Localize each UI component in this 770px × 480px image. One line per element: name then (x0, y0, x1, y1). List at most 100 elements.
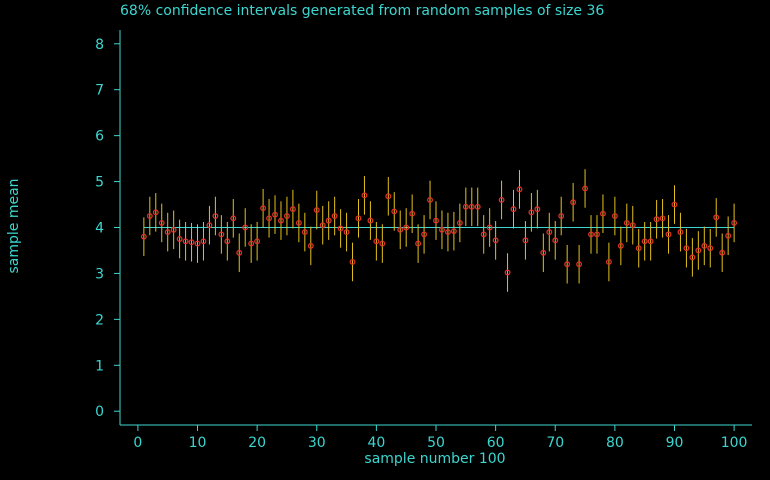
sample-mean-point (456, 219, 463, 226)
x-tick-label: 50 (427, 435, 445, 451)
sample-mean-point (468, 203, 475, 210)
sample-mean-point (576, 261, 583, 268)
sample-mean-point (230, 215, 237, 222)
sample-mean-point (337, 225, 344, 232)
sample-mean-point (659, 215, 666, 222)
sample-mean-point (283, 213, 290, 219)
x-tick-label: 30 (308, 435, 326, 451)
y-tick-label: 3 (95, 266, 104, 282)
x-tick-label: 20 (248, 435, 266, 451)
sample-mean-point (301, 229, 308, 236)
sample-mean-point (343, 229, 350, 236)
sample-mean-point (498, 196, 505, 203)
sample-mean-point (623, 219, 630, 226)
sample-mean-point (260, 205, 267, 212)
sample-mean-point (653, 216, 660, 223)
sample-mean-point (731, 219, 738, 226)
sample-mean-point (707, 245, 714, 252)
sample-mean-point (665, 231, 672, 238)
x-tick-label: 100 (721, 435, 748, 451)
sample-mean-point (605, 258, 612, 265)
sample-mean-point (558, 213, 565, 219)
sample-mean-point (278, 217, 284, 224)
sample-mean-point (349, 258, 356, 265)
sample-mean-point (695, 247, 702, 254)
sample-mean-point (725, 232, 732, 239)
x-tick-label: 80 (606, 435, 624, 451)
sample-mean-point (146, 213, 153, 219)
interval-series (143, 169, 735, 292)
sample-mean-point (588, 231, 594, 238)
y-tick-label: 4 (95, 221, 104, 237)
sample-mean-point (403, 224, 410, 231)
sample-mean-point (182, 238, 189, 245)
sample-mean-point (391, 208, 398, 215)
sample-mean-point (480, 231, 487, 238)
sample-mean-point (570, 199, 577, 206)
sample-mean-point (671, 201, 678, 208)
sample-mean-point (510, 206, 517, 213)
sample-mean-point (331, 213, 338, 219)
x-tick-label: 40 (367, 435, 385, 451)
sample-mean-point (361, 192, 368, 199)
x-tick-label: 10 (189, 435, 207, 451)
sample-mean-point (236, 249, 243, 256)
sample-mean-point (546, 229, 553, 236)
sample-mean-point (397, 226, 404, 233)
sample-mean-point (272, 211, 278, 218)
y-tick-label: 1 (95, 358, 104, 374)
sample-mean-point (367, 217, 374, 224)
sample-mean-point (206, 222, 213, 229)
sample-mean-point (248, 240, 255, 247)
y-tick-label: 6 (95, 129, 104, 145)
sample-mean-point (295, 219, 302, 226)
sample-mean-point (307, 242, 314, 249)
x-tick-label: 0 (133, 435, 142, 451)
sample-mean-point (319, 222, 326, 229)
sample-mean-point (564, 261, 571, 268)
sample-mean-point (444, 229, 451, 236)
x-tick-label: 60 (487, 435, 505, 451)
sample-mean-point (433, 217, 439, 224)
sample-mean-point (266, 215, 273, 222)
sample-mean-point (194, 240, 201, 247)
sample-mean-point (439, 226, 445, 233)
sample-mean-point (462, 203, 469, 210)
chart-title: 68% confidence intervals generated from … (120, 3, 604, 19)
sample-mean-point (140, 233, 147, 240)
sample-mean-point (158, 219, 165, 226)
sample-mean-point (474, 203, 481, 210)
sample-mean-point (641, 238, 648, 245)
sample-mean-point (409, 210, 416, 217)
x-tick-label: 90 (666, 435, 684, 451)
sample-mean-point (200, 238, 207, 245)
sample-mean-point (611, 213, 618, 219)
sample-mean-point (617, 242, 624, 249)
sample-mean-point (212, 213, 219, 219)
sample-mean-series (140, 185, 738, 276)
sample-mean-point (170, 226, 177, 233)
sample-mean-point (164, 229, 171, 236)
x-tick-label: 70 (546, 435, 564, 451)
sample-mean-point (325, 217, 332, 224)
y-tick-label: 2 (95, 312, 104, 328)
y-tick-label: 8 (95, 37, 104, 53)
sample-mean-point (540, 249, 547, 256)
sample-mean-point (313, 207, 320, 213)
sample-mean-point (599, 210, 606, 217)
x-axis-label: sample number 100 (364, 451, 505, 467)
sample-mean-point (254, 238, 261, 245)
sample-mean-point (486, 224, 493, 231)
sample-mean-point (689, 254, 696, 261)
sample-mean-point (552, 237, 559, 244)
y-tick-label: 5 (95, 175, 104, 191)
sample-mean-point (677, 229, 684, 236)
y-axis-label: sample mean (6, 178, 22, 273)
sample-mean-point (701, 242, 708, 249)
sample-mean-point (528, 209, 535, 216)
sample-mean-point (629, 222, 636, 229)
sample-mean-point (415, 240, 422, 247)
y-tick-label: 0 (95, 404, 104, 420)
